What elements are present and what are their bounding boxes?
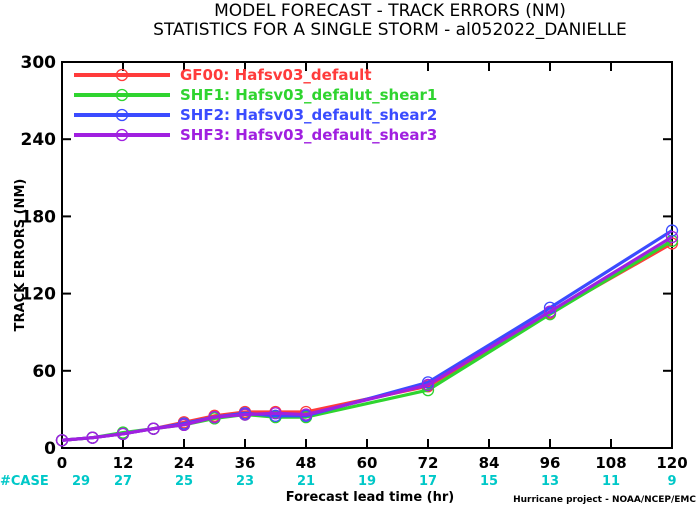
credit-text: Hurricane project - NOAA/NCEP/EMC xyxy=(513,495,696,505)
x-tick-label: 108 xyxy=(595,454,626,472)
x-tick-label: 0 xyxy=(57,454,67,472)
x-tick-label: 60 xyxy=(357,454,378,472)
y-tick-label: 120 xyxy=(21,285,57,305)
series-point xyxy=(116,427,130,440)
series-point xyxy=(238,408,252,421)
series-point xyxy=(421,378,435,392)
series-line xyxy=(61,235,673,442)
x-tick-label: 96 xyxy=(540,454,561,472)
x-tick-label: 120 xyxy=(656,454,687,472)
legend-entry: SHF1: Hafsv03_defalut_shear1 xyxy=(74,86,437,104)
case-count: 9 xyxy=(667,474,676,489)
series-point xyxy=(299,408,313,421)
legend-label: SHF1: Hafsv03_defalut_shear1 xyxy=(180,86,437,104)
case-count: 21 xyxy=(297,474,315,489)
legend-entry: GF00: Hafsv03_default xyxy=(74,66,371,84)
y-tick-label: 300 xyxy=(21,53,57,73)
chart-title: MODEL FORECAST - TRACK ERRORS (NM) xyxy=(214,1,566,21)
series-point xyxy=(543,305,557,318)
series-point xyxy=(665,230,679,244)
legend-swatch-marker xyxy=(115,108,129,122)
case-count: 17 xyxy=(419,474,437,489)
legend: GF00: Hafsv03_default SHF1: Hafsv03_defal… xyxy=(74,66,437,144)
case-count: 13 xyxy=(541,474,559,489)
case-count: 29 xyxy=(72,474,90,489)
y-tick-label: 60 xyxy=(32,362,56,382)
series-4 xyxy=(55,230,679,447)
legend-label: SHF3: Hafsv03_default_shear3 xyxy=(180,126,437,144)
y-tick-label: 240 xyxy=(21,130,57,150)
series-point xyxy=(177,418,191,431)
legend-swatch-marker xyxy=(115,68,129,82)
case-count: 19 xyxy=(358,474,376,489)
series-line xyxy=(61,242,673,442)
x-axis: 0 12 24 36 48 60 72 84 96 108 120 xyxy=(57,62,688,472)
x-axis-label: Forecast lead time (hr) xyxy=(286,490,454,505)
x-tick-label: 12 xyxy=(113,454,134,472)
y-axis-label: TRACK ERRORS (NM) xyxy=(13,179,28,332)
case-count: 25 xyxy=(175,474,193,489)
legend-entry: SHF2: Hafsv03_default_shear2 xyxy=(74,106,437,124)
chart-subtitle: STATISTICS FOR A SINGLE STORM - al052022… xyxy=(153,20,627,40)
series-line xyxy=(61,239,673,442)
series-1 xyxy=(55,237,679,447)
series-line xyxy=(61,229,673,442)
y-tick-label: 180 xyxy=(21,207,57,227)
series-layer xyxy=(55,224,679,447)
case-count: 11 xyxy=(602,474,620,489)
x-tick-label: 72 xyxy=(418,454,439,472)
x-tick-label: 24 xyxy=(174,454,195,472)
case-label: #CASE xyxy=(0,474,49,489)
series-3 xyxy=(55,224,679,447)
case-counts-row: 29 27 25 23 21 19 17 15 13 11 9 xyxy=(72,474,677,489)
series-point xyxy=(147,422,160,435)
legend-entry: SHF3: Hafsv03_default_shear3 xyxy=(74,126,437,144)
legend-swatch-marker xyxy=(115,128,129,142)
y-tick-label: 0 xyxy=(44,439,56,459)
series-point xyxy=(269,407,282,420)
legend-swatch-marker xyxy=(115,88,129,102)
series-point xyxy=(86,431,99,444)
series-point xyxy=(55,434,69,447)
y-axis: 0 60 120 180 240 300 xyxy=(21,53,672,459)
legend-label: SHF2: Hafsv03_default_shear2 xyxy=(180,106,437,124)
case-count: 15 xyxy=(480,474,498,489)
legend-label: GF00: Hafsv03_default xyxy=(180,66,371,84)
x-tick-label: 36 xyxy=(235,454,256,472)
x-tick-label: 48 xyxy=(296,454,317,472)
series-2 xyxy=(55,234,679,447)
series-point xyxy=(665,224,679,237)
x-tick-label: 84 xyxy=(479,454,500,472)
series-point xyxy=(208,410,221,424)
case-count: 23 xyxy=(236,474,254,489)
case-count: 27 xyxy=(114,474,132,489)
